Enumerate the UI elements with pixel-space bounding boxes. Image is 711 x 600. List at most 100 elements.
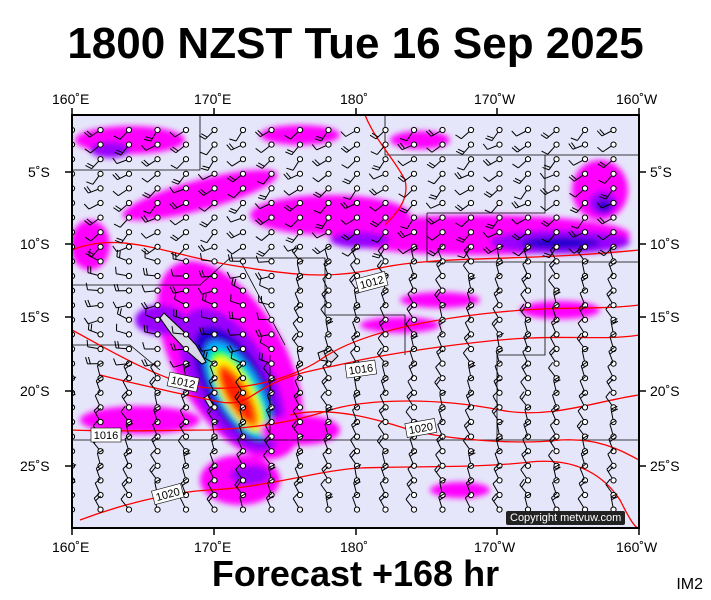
wind-barb-flag [609, 262, 616, 267]
lat-label-left: 5˚S [28, 164, 50, 180]
wind-barb-flag [172, 146, 179, 152]
wind-barb-shaft [72, 217, 73, 219]
wind-station-dot [581, 243, 589, 250]
wind-barb-flag [266, 405, 273, 411]
wind-barb-flag [381, 291, 389, 297]
wind-barb-flag [379, 303, 386, 309]
wind-barb-flag [84, 220, 91, 226]
wind-barb-flag [553, 288, 560, 293]
wind-station-dot [382, 433, 389, 440]
wind-barb-flag [267, 478, 274, 484]
wind-barb-flag [56, 250, 61, 254]
wind-barb-flag [183, 364, 191, 369]
wind-barb-flag [234, 478, 240, 486]
wind-barb-flag [264, 434, 270, 441]
wind-barb-flag [464, 492, 471, 499]
wind-barb-flag [425, 202, 432, 209]
wind-barb-flag [226, 216, 232, 223]
wind-barb-flag [154, 391, 162, 396]
wind-station-dot [410, 404, 418, 411]
wind-station-dot [268, 331, 275, 338]
wind-station-dot [125, 272, 133, 280]
wind-barb-flag [295, 480, 301, 487]
wind-barb-flag [206, 405, 212, 412]
wind-barb-flag [435, 449, 441, 456]
wind-station-dot [353, 156, 361, 163]
lat-label-left: 15˚S [20, 309, 50, 325]
wind-barb-flag [437, 261, 444, 268]
wind-station-dot [524, 156, 532, 163]
wind-barb-flag [353, 478, 360, 483]
wind-barb-flag [293, 390, 300, 397]
wind-barb-flag [553, 376, 560, 381]
wind-station-dot [296, 462, 304, 469]
wind-barb-flag [437, 244, 444, 250]
wind-barb-flag [524, 422, 531, 428]
wind-station-dot [154, 243, 161, 250]
wind-station-dot [154, 345, 161, 353]
wind-barb-flag [350, 276, 357, 283]
wind-barb-flag [58, 356, 59, 363]
wind-barb-flag [297, 347, 304, 352]
wind-barb-flag [284, 223, 292, 228]
wind-barb-flag [123, 449, 130, 455]
wind-station-dot [496, 185, 503, 192]
wind-barb-flag [230, 351, 233, 359]
wind-station-dot [553, 448, 560, 455]
wind-barb-flag [182, 393, 189, 399]
wind-station-dot [553, 331, 560, 338]
wind-station-dot [553, 360, 560, 367]
wind-station-dot [610, 477, 617, 484]
lon-label-top: 170˚W [474, 91, 516, 107]
wind-barb-flag [569, 209, 577, 214]
wind-barb-flag [239, 493, 247, 498]
wind-barb-flag [326, 408, 334, 413]
wind-barb-flag [237, 451, 244, 458]
wind-barb-flag [114, 239, 122, 244]
wind-barb-flag [484, 209, 492, 214]
wind-barb-flag [605, 391, 611, 398]
wind-barb-flag [580, 393, 586, 399]
wind-barb-flag [122, 376, 129, 382]
wind-barb-flag [66, 435, 71, 440]
wind-barb-flag [228, 311, 231, 319]
wind-station-dot [467, 126, 475, 134]
wind-barb-flag [255, 273, 260, 280]
wind-barb-flag [466, 478, 473, 484]
wind-barb-flag [596, 201, 602, 209]
wind-barb-flag [462, 259, 469, 266]
wind-station-dot [439, 272, 446, 280]
wind-barb-flag [608, 259, 615, 265]
wind-barb-flag [116, 283, 120, 291]
wind-station-dot [553, 243, 560, 250]
wind-barb-flag [84, 300, 89, 307]
wind-station-dot [154, 448, 161, 455]
wind-station-dot [154, 126, 161, 134]
wind-barb-flag [321, 463, 328, 470]
wind-barb-flag [379, 390, 386, 396]
wind-barb-flag [351, 332, 358, 338]
wind-barb-flag [58, 211, 65, 213]
wind-barb-flag [597, 146, 604, 153]
wind-barb-flag [171, 181, 179, 185]
wind-station-dot [524, 448, 532, 455]
wind-barb-flag [379, 478, 386, 484]
wind-barb-flag [580, 361, 588, 367]
wind-barb-flag [283, 245, 289, 252]
wind-station-dot [382, 491, 389, 499]
wind-barb-flag [408, 393, 414, 400]
wind-barb-flag [152, 419, 159, 425]
wind-barb-flag [377, 420, 384, 427]
wind-barb-flag [83, 317, 89, 325]
wind-barb-flag [521, 481, 527, 488]
wind-barb-flag [236, 393, 242, 400]
wind-barb-flag [494, 378, 501, 384]
wind-barb-flag [123, 361, 130, 367]
wind-barb-flag [495, 347, 503, 352]
wind-barb-flag [151, 466, 157, 473]
wind-barb-flag [368, 189, 375, 196]
wind-station-dot [553, 156, 560, 163]
wind-station-dot [154, 287, 161, 294]
wind-barb-flag [172, 286, 177, 293]
wind-barb-flag [496, 262, 504, 267]
